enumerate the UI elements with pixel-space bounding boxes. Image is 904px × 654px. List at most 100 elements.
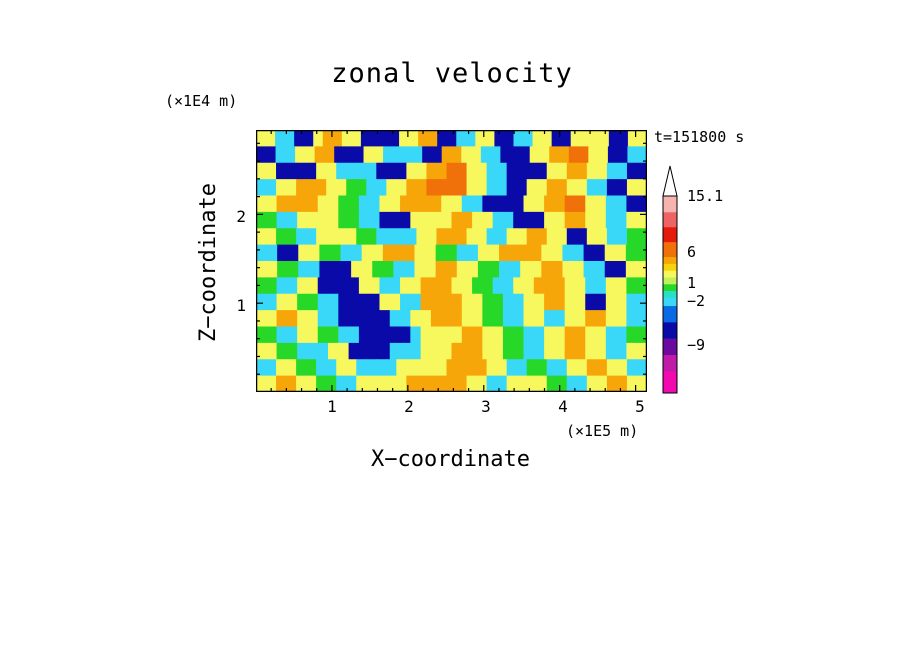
field-cell xyxy=(319,244,331,262)
field-cell xyxy=(266,359,277,377)
field-cell xyxy=(369,195,381,213)
field-cell xyxy=(616,293,628,311)
field-cell xyxy=(256,228,267,246)
field-cell xyxy=(616,375,628,392)
field-cell xyxy=(336,375,347,392)
field-cell xyxy=(605,293,617,311)
field-cell xyxy=(297,342,309,360)
field-cell xyxy=(317,326,329,344)
field-cell xyxy=(461,342,473,360)
field-cell xyxy=(256,310,267,328)
field-cell xyxy=(476,162,488,180)
field-cell xyxy=(329,261,342,278)
field-cell xyxy=(266,326,278,344)
y-tick-label: 2 xyxy=(236,207,246,226)
field-cell xyxy=(456,359,468,377)
field-cell xyxy=(363,146,374,164)
field-cell xyxy=(502,195,514,213)
field-cell xyxy=(529,146,541,164)
field-cell xyxy=(568,146,580,164)
field-cell xyxy=(437,130,448,147)
field-cell xyxy=(616,162,628,180)
field-cell xyxy=(551,130,562,147)
field-cell xyxy=(554,310,566,328)
field-cell xyxy=(594,261,606,278)
field-cell xyxy=(400,195,411,213)
field-cell xyxy=(414,261,426,278)
field-cell xyxy=(509,261,521,278)
field-cell xyxy=(551,244,564,262)
field-cell xyxy=(369,310,381,328)
field-cell xyxy=(369,277,381,295)
field-cell xyxy=(533,195,545,213)
field-cell xyxy=(328,310,339,328)
field-cell xyxy=(326,228,337,246)
field-cell xyxy=(546,228,558,246)
field-cell xyxy=(286,293,298,311)
field-cell xyxy=(596,179,608,197)
field-cell xyxy=(266,342,278,360)
field-cell xyxy=(308,244,321,262)
field-cell xyxy=(461,211,473,229)
field-cell xyxy=(406,162,418,180)
field-cell xyxy=(564,211,576,229)
field-cell xyxy=(554,326,566,344)
field-cell xyxy=(430,326,442,344)
field-cell xyxy=(636,228,647,246)
field-cell xyxy=(530,244,542,262)
field-cell xyxy=(451,211,463,229)
field-cell xyxy=(595,195,607,213)
field-cell xyxy=(256,342,267,360)
field-cell xyxy=(605,211,617,229)
field-cell xyxy=(285,146,296,164)
field-cell xyxy=(513,326,525,344)
colorbar-label: −9 xyxy=(687,336,706,354)
field-cell xyxy=(556,359,568,377)
field-cell xyxy=(256,244,268,262)
field-cell xyxy=(356,375,367,392)
field-cell xyxy=(426,375,438,392)
field-cell xyxy=(526,179,538,197)
field-cell xyxy=(266,211,278,229)
field-cell xyxy=(430,211,442,229)
field-cell xyxy=(564,293,576,311)
field-cell xyxy=(467,261,479,278)
field-cell xyxy=(376,375,387,392)
field-cell xyxy=(492,277,504,295)
field-cell xyxy=(296,375,307,392)
field-cell xyxy=(588,146,599,164)
x-tick-label: 2 xyxy=(404,397,414,416)
field-cell xyxy=(526,375,538,392)
field-cell xyxy=(626,162,638,180)
field-cell xyxy=(615,261,627,278)
field-cell xyxy=(492,195,504,213)
field-cell xyxy=(616,310,628,328)
field-cell xyxy=(356,228,367,246)
field-cell xyxy=(551,261,564,278)
field-cell xyxy=(426,228,438,246)
field-cell xyxy=(256,211,267,229)
field-cell xyxy=(284,130,295,147)
field-cell xyxy=(426,179,438,197)
field-cell xyxy=(510,146,521,164)
field-cell xyxy=(574,277,586,295)
field-cell xyxy=(266,162,277,180)
field-cell xyxy=(544,310,555,328)
field-cell xyxy=(336,179,347,197)
field-cell xyxy=(561,130,572,147)
field-cell xyxy=(586,179,598,197)
field-cell xyxy=(626,211,638,229)
field-cell xyxy=(530,261,542,278)
field-cell xyxy=(286,326,298,344)
field-cell xyxy=(420,195,432,213)
field-cell xyxy=(266,244,278,262)
field-cell xyxy=(446,359,458,377)
field-cell xyxy=(578,146,589,164)
field-cell xyxy=(496,179,508,197)
field-cell xyxy=(520,261,532,278)
field-cell xyxy=(488,244,500,262)
field-cell xyxy=(636,261,647,278)
field-cell xyxy=(480,146,492,164)
field-cell xyxy=(564,277,576,295)
field-cell xyxy=(564,310,576,328)
